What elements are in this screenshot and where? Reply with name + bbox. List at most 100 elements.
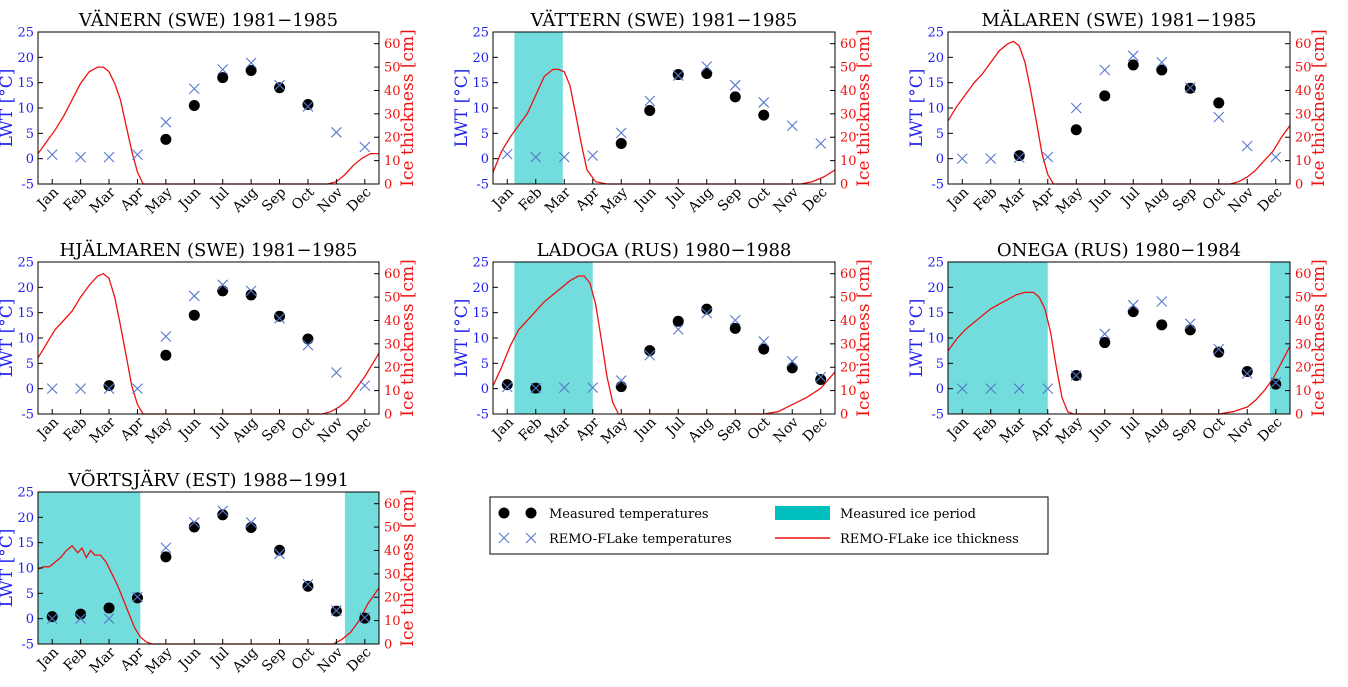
remo-temp-point [1013,152,1025,164]
month-tick-label: Mar [87,184,119,216]
legend-remo-marker [525,532,537,544]
chart-panel-7: -5 0 5 10 15 20 25 0 10 20 30 40 50 60 JanFebMarAprMay… [0,468,418,677]
left-tick-label: 25 [17,26,34,41]
remo-temp-point [132,591,143,603]
right-tick-label: 20 [840,131,857,146]
month-tick-label: Dec [344,414,375,445]
remo-temp-point [1270,151,1282,163]
y-axis-label-left: LWT [°C] [907,69,927,148]
measured-temp-point [615,381,627,393]
left-tick-label: 0 [26,382,34,397]
measured-temp-point [245,289,257,301]
month-tick-label: Mar [542,414,574,446]
ice-thickness-line [947,40,1291,185]
right-tick-label: 20 [840,361,857,376]
month-tick-label: Jan [943,185,972,214]
remo-temp-point [1213,343,1225,355]
remo-temp-point [217,64,229,75]
measured-temp-point [1184,324,1196,336]
measured-temp-point [672,315,684,327]
remo-temp-point [1241,140,1253,152]
chart-panel-1: -5 0 5 10 15 20 25 0 10 20 30 40 50 60 JanFebMarAprMay… [0,8,418,217]
measured-temp-point [1070,124,1082,136]
legend-ice-line-label: REMO-FLake ice thickness [840,532,1019,547]
left-tick-label: 15 [472,306,489,321]
month-tick-label: Jun [1085,415,1114,444]
remo-temp-point [558,382,570,394]
right-tick-label: 0 [1295,408,1303,423]
month-tick-label: Jan [33,415,62,444]
measured-temp-point [758,109,770,121]
remo-temp-point [786,120,798,132]
month-tick-label: Sep [259,184,289,214]
measured-temp-point [1156,64,1168,76]
panel-title: VÄTTERN (SWE) 1981−1985 [530,8,798,31]
month-tick-label: Jan [33,645,62,674]
y-axis-label-right: Ice thickness [cm] [1309,29,1329,187]
remo-temp-point [729,79,741,91]
measured-temp-point [701,68,713,80]
month-tick-label: Apr [1027,184,1057,214]
month-tick-label: Aug [1140,184,1172,216]
month-tick-label: Sep [259,414,289,444]
left-tick-label: 5 [26,587,34,602]
month-tick-label: Jan [488,415,517,444]
month-tick-label: Jul [662,184,689,211]
left-tick-label: 5 [26,127,34,142]
legend-measured-marker [525,507,537,519]
month-tick-label: May [143,414,176,447]
right-tick-label: 40 [1295,84,1312,99]
left-tick-label: 10 [17,562,34,577]
remo-temp-point [615,127,627,139]
remo-temp-point [188,517,200,528]
month-tick-label: Oct [1200,184,1229,213]
measured-temp-point [245,65,257,77]
measured-temp-point [1213,97,1225,109]
remo-temp-point [359,612,371,624]
remo-temp-point [758,336,770,347]
left-tick-label: 0 [26,152,34,167]
month-tick-label: Apr [572,414,602,444]
measured-temp-point [1099,337,1111,349]
remo-temp-point [160,542,172,554]
month-tick-label: Feb [516,414,546,444]
remo-temp-point [274,312,285,324]
month-tick-label: Apr [1027,414,1057,444]
right-tick-label: 30 [384,107,401,122]
right-tick-label: 0 [840,408,848,423]
measured-temp-point [815,374,827,386]
month-tick-label: Dec [1255,414,1286,445]
legend: Measured temperatures REMO-FLake temperat… [489,496,1049,555]
left-tick-label: 15 [472,76,489,91]
panel-title: LADOGA (RUS) 1980−1988 [537,240,792,261]
month-tick-label: Sep [715,184,745,214]
month-tick-label: Dec [344,184,375,215]
measured-temp-point [1213,346,1225,358]
measured-temp-point [274,82,286,94]
month-tick-label: May [598,414,631,447]
left-tick-label: 5 [481,127,489,142]
remo-temp-point [330,126,342,138]
right-tick-label: 40 [840,314,857,329]
remo-temp-point [1099,64,1111,76]
right-tick-label: 10 [384,384,401,399]
measured-temp-point [786,362,798,374]
ice-period-band [1270,262,1290,414]
remo-temp-point [302,578,314,590]
remo-temp-point [1184,318,1196,330]
remo-temp-point [103,383,115,395]
right-tick-label: 20 [1295,361,1312,376]
left-tick-label: 10 [17,102,34,117]
month-tick-label: Oct [745,414,774,443]
measured-temp-point [160,349,172,361]
month-tick-label: Apr [572,184,602,214]
remo-temp-point [530,151,542,163]
left-tick-label: 0 [481,382,489,397]
left-tick-label: 25 [17,486,34,501]
measured-temp-point [758,343,770,355]
remo-temp-point [587,150,599,162]
left-tick-label: 0 [936,382,944,397]
right-tick-label: 40 [384,314,401,329]
left-tick-label: 25 [472,26,489,41]
ice-thickness-line [947,291,1291,415]
